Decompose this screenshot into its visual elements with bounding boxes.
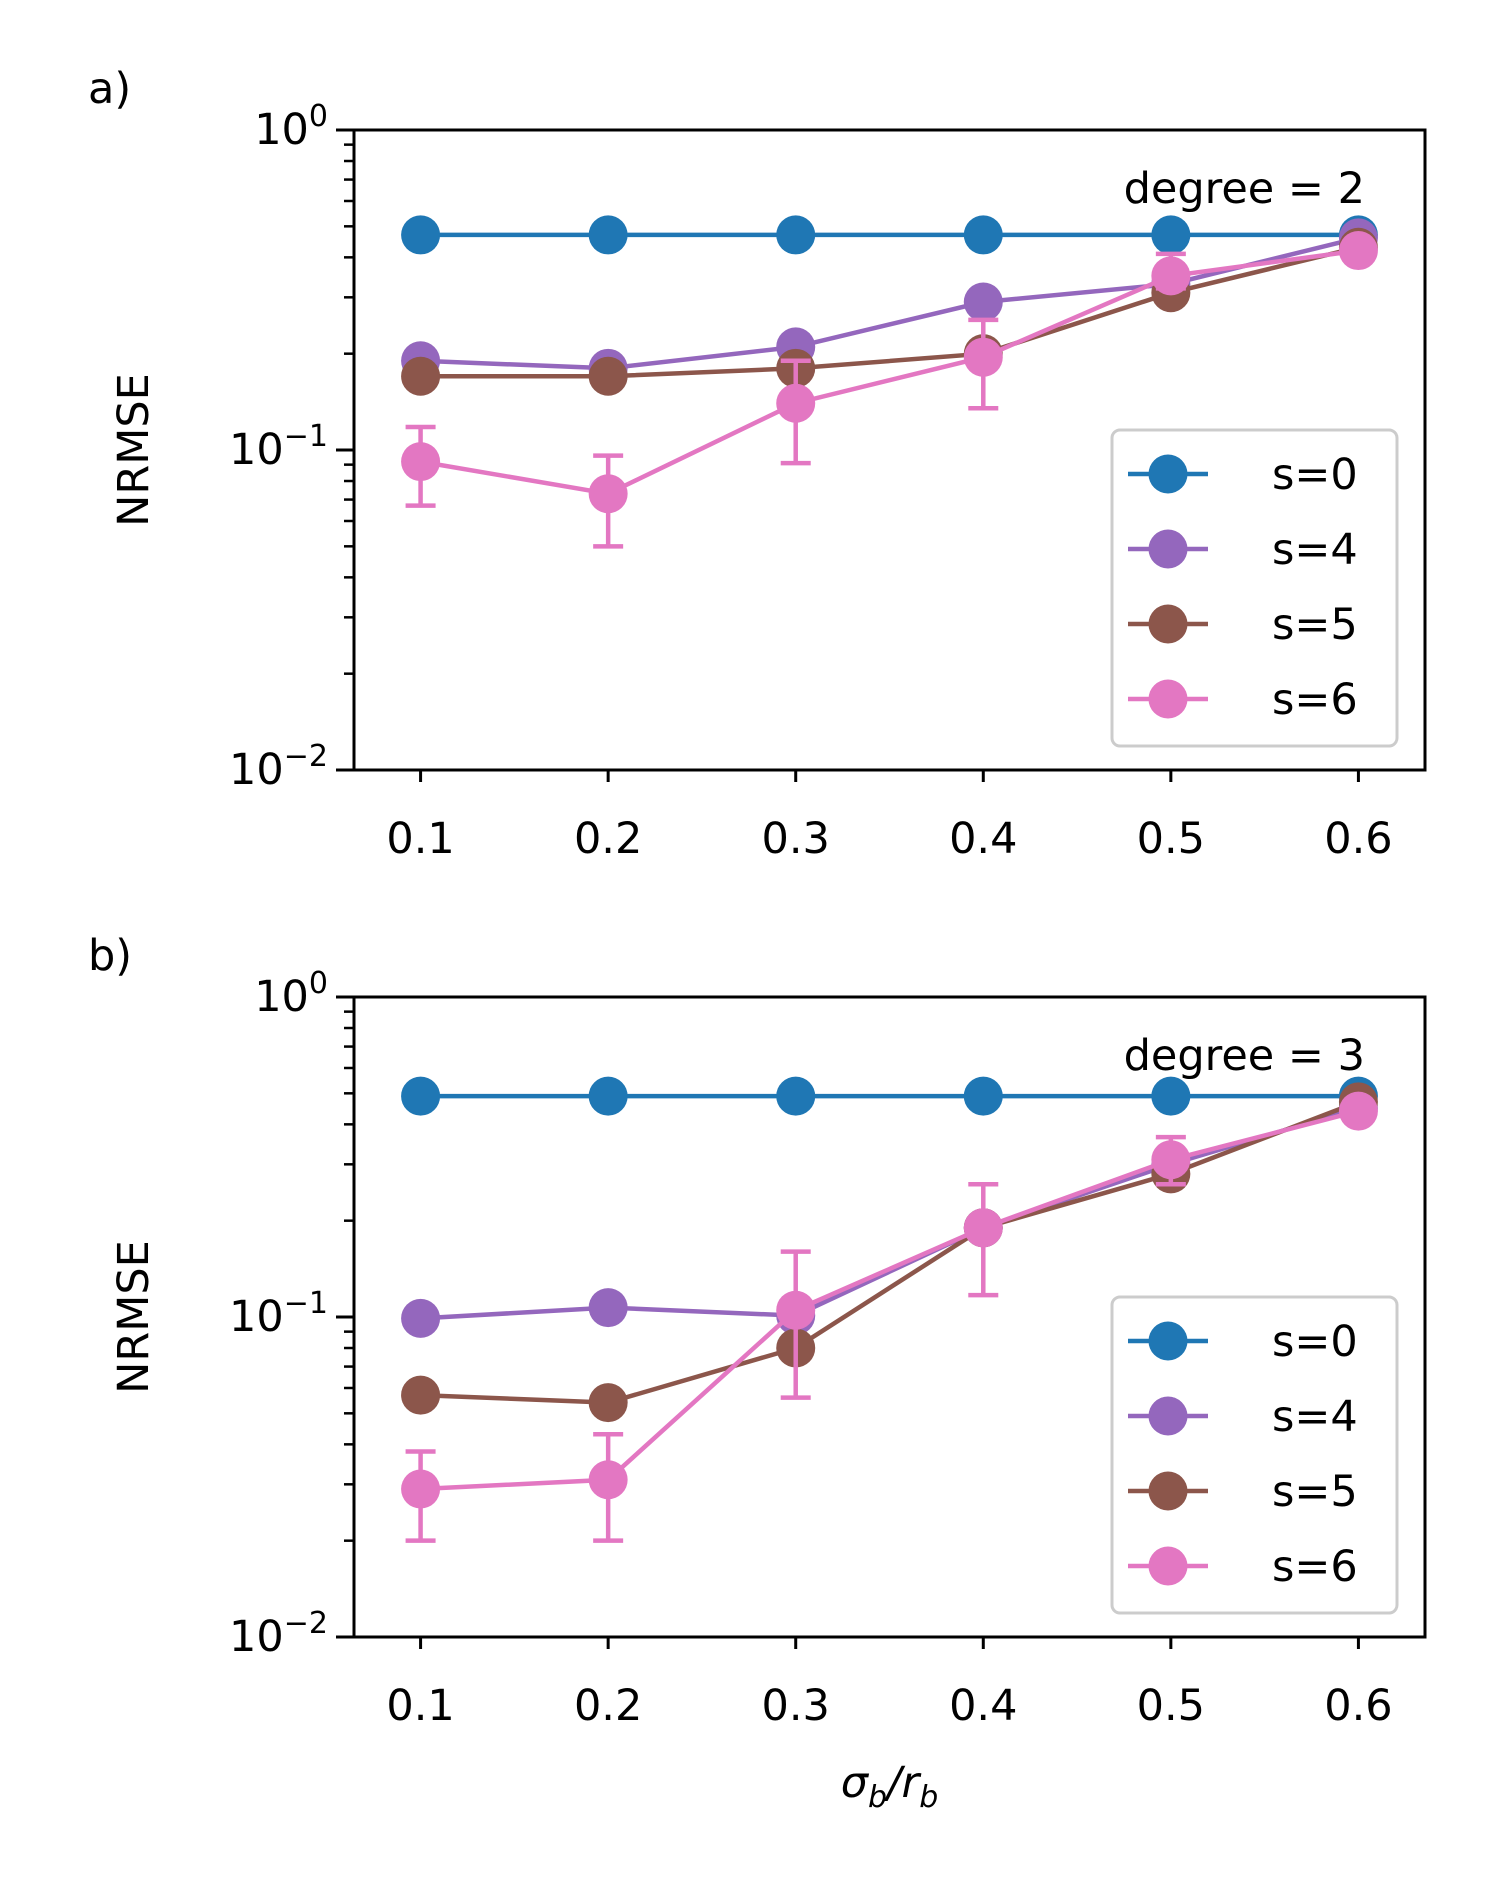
legend-label: s=4 xyxy=(1272,525,1358,575)
data-point xyxy=(588,1383,628,1423)
panel-label: b) xyxy=(88,931,132,981)
legend-entry: s=4 xyxy=(1128,1392,1358,1442)
y-axis-label: NRMSE xyxy=(109,1240,159,1394)
x-tick-label: 0.4 xyxy=(949,814,1017,864)
legend-marker xyxy=(1148,679,1188,719)
data-point xyxy=(588,474,628,514)
legend-entry: s=5 xyxy=(1128,600,1358,650)
series-group xyxy=(401,1076,1378,1543)
data-point xyxy=(1338,231,1378,271)
x-tick-label: 0.2 xyxy=(574,1681,642,1731)
legend-label: s=0 xyxy=(1272,1317,1358,1367)
data-point xyxy=(401,356,441,396)
legend-entry: s=0 xyxy=(1128,1317,1358,1367)
y-tick-label: 10−2 xyxy=(229,1606,328,1662)
x-tick-label: 0.5 xyxy=(1137,814,1205,864)
series-s=0 xyxy=(401,1076,1378,1116)
panel-label: a) xyxy=(88,64,131,114)
legend-label: s=4 xyxy=(1272,1392,1358,1442)
data-point xyxy=(963,1076,1003,1116)
y-tick-label: 100 xyxy=(254,99,328,155)
legend-marker xyxy=(1148,1396,1188,1436)
data-point xyxy=(1338,1091,1378,1131)
series-line xyxy=(420,1099,1360,1405)
legend-label: s=5 xyxy=(1272,1467,1358,1517)
series-s=0 xyxy=(401,215,1378,255)
series-line xyxy=(420,245,1359,379)
data-point xyxy=(1151,256,1191,296)
x-tick-label: 0.6 xyxy=(1324,814,1392,864)
legend-entry: s=4 xyxy=(1128,525,1358,575)
data-point xyxy=(401,1298,441,1338)
data-point xyxy=(401,442,441,482)
legend-box xyxy=(1110,428,1399,748)
panel-b: b) 0.1 0.2 0.3 0.4 0.5 0.6 10−2 10−1 100 NRMSE degr… xyxy=(88,931,1427,1815)
data-point xyxy=(776,1290,816,1330)
legend-label: s=6 xyxy=(1272,675,1358,725)
y-tick-label: 10−1 xyxy=(229,419,328,475)
x-tick-label: 0.4 xyxy=(949,1681,1017,1731)
x-tick-label: 0.6 xyxy=(1324,1681,1392,1731)
data-point xyxy=(776,1076,816,1116)
x-tick-label: 0.1 xyxy=(386,814,454,864)
panel-a: a) 0.1 0.2 0.3 0.4 0.5 0.6 10−2 10−1 100 NRMSE degr… xyxy=(88,64,1427,864)
data-point xyxy=(1151,1140,1191,1180)
legend-marker xyxy=(1148,454,1188,494)
data-point xyxy=(588,1288,628,1328)
annotation: degree = 3 xyxy=(1124,1031,1365,1081)
x-tick-label: 0.3 xyxy=(762,1681,830,1731)
legend-marker xyxy=(1148,529,1188,569)
y-tick-label: 10−2 xyxy=(229,739,328,795)
data-point xyxy=(776,215,816,255)
data-point xyxy=(1151,1076,1191,1116)
data-point xyxy=(588,1460,628,1500)
x-tick-label: 0.2 xyxy=(574,814,642,864)
data-point xyxy=(401,1469,441,1509)
series-line xyxy=(420,1108,1359,1492)
legend: s=0 s=4 s=5 s=6 xyxy=(1110,1295,1399,1615)
legend-marker xyxy=(1148,1321,1188,1361)
series-line xyxy=(420,235,1359,371)
y-tick-label: 10−1 xyxy=(229,1286,328,1342)
legend-marker xyxy=(1148,604,1188,644)
data-point xyxy=(401,215,441,255)
x-axis-label: σb/rb xyxy=(841,1758,939,1815)
data-point xyxy=(1151,215,1191,255)
data-point xyxy=(588,356,628,396)
data-point xyxy=(963,282,1003,322)
legend-entry: s=0 xyxy=(1128,450,1358,500)
y-axis-label: NRMSE xyxy=(109,373,159,527)
x-tick-label: 0.5 xyxy=(1137,1681,1205,1731)
legend: s=0 s=4 s=5 s=6 xyxy=(1110,428,1399,748)
legend-label: s=5 xyxy=(1272,600,1358,650)
series-group xyxy=(401,215,1378,549)
data-point xyxy=(588,215,628,255)
legend-entry: s=5 xyxy=(1128,1467,1358,1517)
series-s=5 xyxy=(401,227,1378,396)
annotation: degree = 2 xyxy=(1124,164,1365,214)
legend-label: s=6 xyxy=(1272,1542,1358,1592)
legend-entry: s=6 xyxy=(1128,675,1358,725)
data-point xyxy=(963,1208,1003,1248)
x-tick-label: 0.1 xyxy=(386,1681,454,1731)
data-point xyxy=(963,337,1003,377)
data-point xyxy=(588,1076,628,1116)
data-point xyxy=(963,215,1003,255)
legend-label: s=0 xyxy=(1272,450,1358,500)
series-line xyxy=(420,1105,1360,1321)
data-point xyxy=(401,1076,441,1116)
series-s=6 xyxy=(401,1091,1378,1543)
legend-marker xyxy=(1148,1471,1188,1511)
legend-entry: s=6 xyxy=(1128,1542,1358,1592)
x-tick-label: 0.3 xyxy=(762,814,830,864)
y-tick-label: 100 xyxy=(254,966,328,1022)
data-point xyxy=(401,1375,441,1415)
series-line xyxy=(420,248,1359,497)
legend-marker xyxy=(1148,1546,1188,1586)
legend-box xyxy=(1110,1295,1399,1615)
series-s=6 xyxy=(401,231,1378,549)
data-point xyxy=(776,383,816,423)
